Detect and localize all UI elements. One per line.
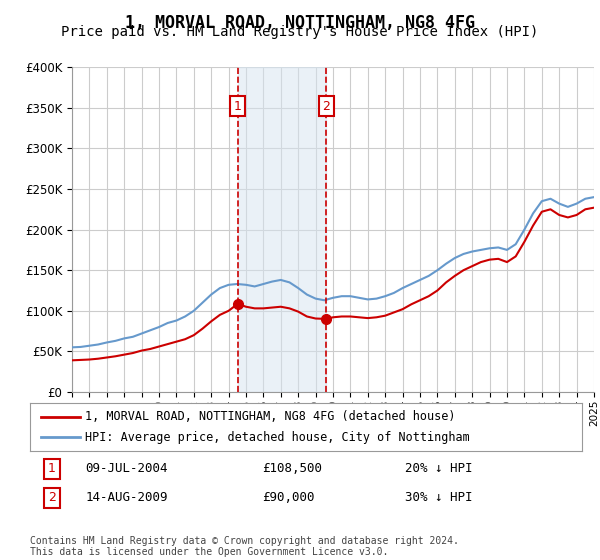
- Text: 1, MORVAL ROAD, NOTTINGHAM, NG8 4FG: 1, MORVAL ROAD, NOTTINGHAM, NG8 4FG: [125, 14, 475, 32]
- Text: £108,500: £108,500: [262, 463, 322, 475]
- Text: HPI: Average price, detached house, City of Nottingham: HPI: Average price, detached house, City…: [85, 431, 470, 444]
- Text: 1, MORVAL ROAD, NOTTINGHAM, NG8 4FG (detached house): 1, MORVAL ROAD, NOTTINGHAM, NG8 4FG (det…: [85, 410, 456, 423]
- Text: 14-AUG-2009: 14-AUG-2009: [85, 492, 168, 505]
- Text: 30% ↓ HPI: 30% ↓ HPI: [406, 492, 473, 505]
- Text: Contains HM Land Registry data © Crown copyright and database right 2024.
This d: Contains HM Land Registry data © Crown c…: [30, 535, 459, 557]
- Text: £90,000: £90,000: [262, 492, 314, 505]
- Text: Price paid vs. HM Land Registry's House Price Index (HPI): Price paid vs. HM Land Registry's House …: [61, 25, 539, 39]
- Text: 20% ↓ HPI: 20% ↓ HPI: [406, 463, 473, 475]
- Text: 2: 2: [322, 100, 331, 113]
- Text: 1: 1: [48, 463, 56, 475]
- Text: 2: 2: [48, 492, 56, 505]
- Text: 09-JUL-2004: 09-JUL-2004: [85, 463, 168, 475]
- Text: 1: 1: [234, 100, 242, 113]
- Bar: [238, 67, 326, 392]
